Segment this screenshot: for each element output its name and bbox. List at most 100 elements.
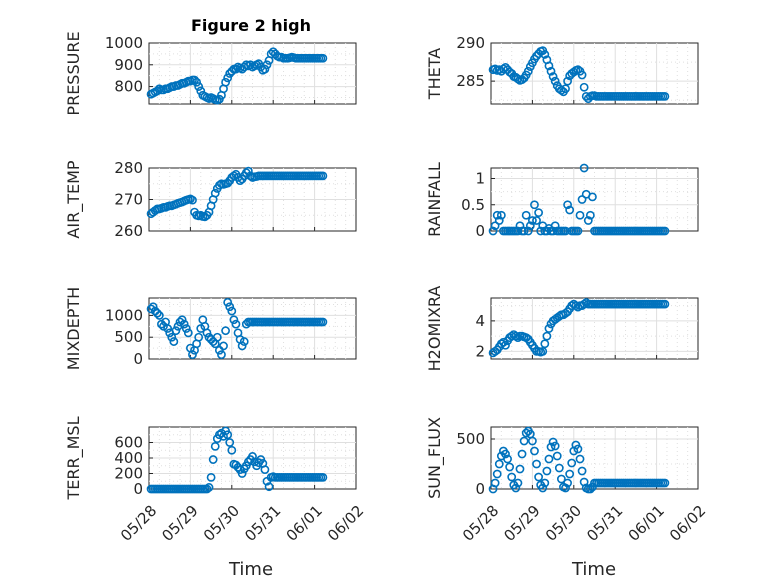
data-point <box>210 441 220 451</box>
panel-theta: 285 290 THETA <box>425 34 699 105</box>
data-point <box>538 346 548 356</box>
data-point <box>202 328 212 338</box>
data-point <box>260 465 270 475</box>
data-point <box>202 484 212 494</box>
data-point <box>260 64 270 74</box>
y-tick-label: 200 <box>114 465 143 483</box>
y-tick-label: 290 <box>456 34 485 52</box>
data-point <box>494 216 504 225</box>
data-point <box>237 341 247 351</box>
data-point <box>585 484 595 494</box>
data-point <box>530 446 539 456</box>
data-point <box>490 221 500 231</box>
data-point <box>530 200 539 210</box>
data-point <box>171 326 181 336</box>
data-point <box>513 74 523 84</box>
data-point <box>571 301 581 311</box>
data-point <box>542 466 552 476</box>
data-point <box>544 324 554 333</box>
data-point <box>264 482 274 492</box>
data-point <box>567 458 577 468</box>
data-point <box>152 308 162 318</box>
y-tick-label: 1000 <box>105 34 143 52</box>
data-point <box>583 216 593 225</box>
data-point <box>501 449 510 459</box>
data-point <box>542 331 552 341</box>
y-tick-label: 600 <box>114 434 143 452</box>
data-point <box>528 436 537 446</box>
data-point <box>575 210 585 220</box>
data-point <box>206 472 216 482</box>
data-point <box>154 311 164 320</box>
data-point <box>519 436 529 446</box>
data-point <box>212 332 222 342</box>
y-tick-label: 1 <box>475 170 485 188</box>
data-point <box>534 472 544 482</box>
data-point <box>550 441 560 451</box>
data-point <box>181 324 191 333</box>
x-axis-label-right: Time <box>571 559 616 580</box>
data-point <box>581 91 591 101</box>
data-point <box>563 200 572 210</box>
axes-box <box>148 42 357 105</box>
y-axis-label: SUN_FLUX <box>425 417 445 499</box>
data-point <box>239 337 249 346</box>
data-point <box>552 451 562 461</box>
data-point <box>190 75 199 85</box>
data-point <box>556 85 566 95</box>
data-point <box>519 226 529 236</box>
data-point <box>517 449 527 459</box>
data-point <box>573 65 583 75</box>
data-point <box>194 332 204 342</box>
data-point <box>318 472 328 482</box>
y-axis-label: MIXDEPTH <box>64 287 83 370</box>
data-point <box>528 216 537 225</box>
data-point <box>544 454 554 464</box>
data-point <box>148 302 158 312</box>
y-tick-label: 270 <box>114 191 143 209</box>
data-point <box>204 483 214 492</box>
data-point <box>554 463 564 473</box>
y-tick-label: 500 <box>456 430 485 448</box>
data-point <box>544 61 554 71</box>
data-point <box>221 326 230 336</box>
data-point <box>546 442 556 452</box>
data-point <box>579 82 589 92</box>
data-point <box>237 469 247 478</box>
data-point <box>538 483 548 493</box>
data-point <box>660 478 670 488</box>
data-point <box>546 66 556 76</box>
panel-mixdepth: 0 500 1000 MIXDEPTH <box>64 287 357 370</box>
data-point <box>660 91 670 101</box>
data-point <box>660 226 670 236</box>
data-point <box>192 77 202 87</box>
data-point <box>318 171 328 181</box>
data-point <box>246 60 255 70</box>
data-point <box>179 319 189 329</box>
y-tick-label: 0 <box>475 480 485 498</box>
data-point <box>525 221 535 231</box>
data-point <box>248 452 257 461</box>
panel-rainfall: 0 0.5 1 RAINFALL <box>425 162 699 240</box>
data-point <box>262 60 272 70</box>
y-tick-label: 4 <box>475 312 485 330</box>
data-point <box>223 73 233 83</box>
data-point <box>550 76 560 86</box>
y-tick-label: 2 <box>475 342 485 360</box>
data-point <box>573 444 583 454</box>
data-point <box>515 221 525 231</box>
data-point <box>577 195 587 204</box>
data-point <box>565 469 575 479</box>
data-point <box>208 455 218 464</box>
data-point <box>585 210 595 220</box>
data-point <box>167 332 177 342</box>
data-point <box>534 208 544 218</box>
data-point <box>540 50 550 59</box>
data-point <box>219 341 228 351</box>
data-point <box>183 328 193 338</box>
y-tick-label: 500 <box>114 328 143 346</box>
y-axis-label: H2OMIXRA <box>425 286 444 372</box>
y-tick-label: 0 <box>133 480 143 498</box>
data-point <box>523 66 533 76</box>
data-point <box>579 163 589 173</box>
